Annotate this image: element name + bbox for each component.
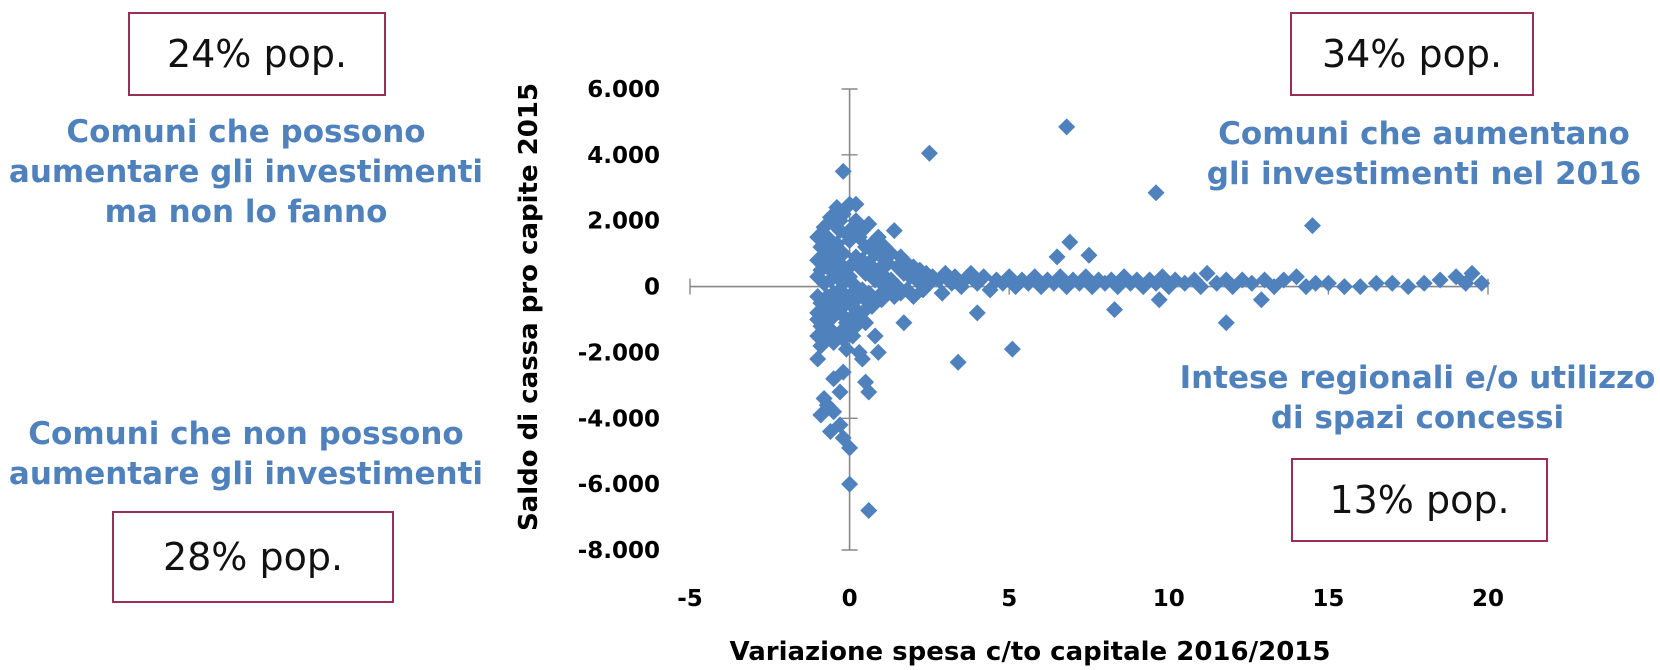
data-point [1147,184,1165,202]
data-point [857,314,875,332]
data-point [1335,278,1353,296]
quadrant-label-bottom-left: Comuni che non possono aumentare gli inv… [0,414,492,494]
quadrant-label-line: Comuni che non possono [28,416,464,452]
data-point [809,311,827,328]
data-point [1080,246,1098,264]
data-point [885,222,903,240]
quadrant-label-line: aumentare gli investimenti [8,154,484,190]
data-point [860,383,878,401]
data-point [1048,248,1066,266]
data-point [860,215,878,233]
data-point [1431,271,1449,289]
pop-box-bottom-left: 28% pop. [112,511,394,603]
data-point [1003,340,1021,358]
quadrant-label-top-left: Comuni che possono aumentare gli investi… [0,112,492,232]
data-point [949,353,967,371]
pop-box-top-left: 24% pop. [128,12,386,96]
data-point [1399,278,1417,296]
y-tick-label: 6.000 [587,77,660,103]
data-point [1106,301,1124,319]
data-point [1463,264,1481,282]
data-point [866,327,884,345]
quadrant-label-bottom-right: Intese regionali e/o utilizzo di spazi c… [1175,358,1660,438]
data-point [1192,278,1210,296]
y-tick-label: -8.000 [578,538,660,564]
data-point [831,383,849,401]
data-point [1058,118,1076,136]
data-point [933,284,951,302]
data-point [1287,268,1305,286]
data-point [841,475,859,493]
pop-box-top-right: 34% pop. [1290,12,1534,96]
data-point [1367,274,1385,292]
x-tick-label: 10 [1153,586,1185,612]
x-tick-label: 5 [1001,586,1017,612]
quadrant-label-line: aumentare gli investimenti [8,456,484,492]
data-point [834,245,852,263]
data-point [975,268,993,286]
data-point [1473,274,1491,292]
x-tick-label: 15 [1312,586,1344,612]
data-point [1217,314,1235,332]
data-points [809,118,1491,519]
x-tick-label: 0 [842,586,858,612]
pop-box-bottom-right: 13% pop. [1291,458,1548,542]
y-tick-labels: 6.000 4.000 2.000 0 -2.000 -4.000 -6.000 -8.000 [578,77,660,564]
data-point [831,212,849,230]
data-point [821,422,839,440]
data-point [1150,291,1168,309]
y-tick-label: 2.000 [587,209,660,235]
y-axis-title: Saldo di cassa pro capite 2015 [514,83,544,531]
y-tick-label: -6.000 [578,472,660,498]
y-tick-label: -2.000 [578,340,660,366]
data-point [1061,233,1079,251]
data-point [1303,217,1321,235]
quadrant-label-line: Comuni che possono [66,114,426,150]
y-tick-label: 4.000 [587,143,660,169]
x-tick-label: 20 [1472,586,1504,612]
data-point [837,340,855,358]
data-point [1415,274,1433,292]
data-point [920,144,938,162]
data-point [841,439,859,457]
y-tick-label: -4.000 [578,406,660,432]
data-point [834,363,852,381]
data-point [1252,291,1270,309]
data-point [847,195,865,213]
quadrant-label-line: ma non lo fanno [104,194,388,230]
data-point [1319,274,1337,292]
data-point [825,403,843,421]
y-tick-label: 0 [644,275,660,301]
quadrant-label-line: gli investimenti nel 2016 [1206,156,1642,192]
data-point [895,314,913,332]
data-point [850,343,868,361]
x-tick-label: -5 [677,586,703,612]
data-point [1383,274,1401,292]
data-point [1351,278,1369,296]
data-point [860,501,878,519]
data-point [1275,271,1293,289]
x-axis-title: Variazione spesa c/to capitale 2016/2015 [730,637,1331,667]
data-point [869,343,887,361]
data-point [834,162,852,180]
quadrant-label-line: di spazi concessi [1270,400,1565,436]
data-point [1243,274,1261,292]
quadrant-label-line: Comuni che aumentano [1218,116,1630,152]
x-tick-labels: -5 0 5 10 15 20 [677,586,1504,612]
data-point [809,350,827,368]
quadrant-label-line: Intese regionali e/o utilizzo [1179,360,1656,396]
data-point [809,228,827,246]
data-point [1307,274,1325,292]
data-point [968,304,986,322]
data-point [812,406,830,424]
quadrant-label-top-right: Comuni che aumentano gli investimenti ne… [1188,114,1660,194]
data-point [1198,264,1216,282]
